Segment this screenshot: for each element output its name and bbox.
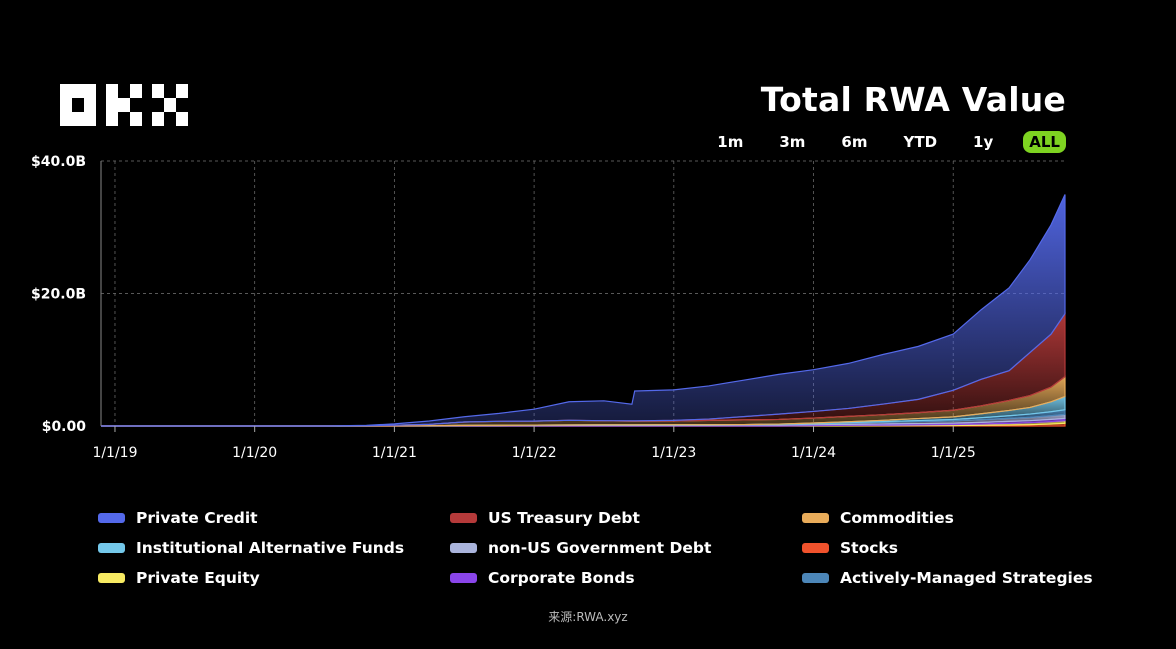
legend-item-us-treasury-debt[interactable]: US Treasury Debt: [450, 506, 802, 529]
range-button-all[interactable]: ALL: [1023, 131, 1066, 153]
y-tick-label: $20.0B: [31, 287, 86, 303]
area-private-credit: [101, 194, 1066, 427]
legend-label: Institutional Alternative Funds: [136, 538, 405, 557]
legend-label: Actively-Managed Strategies: [840, 568, 1093, 587]
range-button-3m[interactable]: 3m: [779, 133, 806, 151]
legend-item-stocks[interactable]: Stocks: [802, 536, 1088, 559]
legend-item-non-us-government-debt[interactable]: non-US Government Debt: [450, 536, 802, 559]
chart-title: Total RWA Value: [760, 80, 1066, 119]
time-range-selector: 1m 3m 6m YTD 1y ALL: [687, 131, 1066, 153]
range-button-1m[interactable]: 1m: [717, 133, 744, 151]
x-tick-label: 1/1/25: [931, 445, 976, 461]
legend-swatch: [450, 572, 477, 583]
legend-label: Private Equity: [136, 568, 260, 587]
legend-label: US Treasury Debt: [488, 508, 640, 527]
range-button-6m[interactable]: 6m: [841, 133, 868, 151]
range-button-ytd[interactable]: YTD: [903, 133, 938, 151]
legend-swatch: [802, 572, 829, 583]
okx-logo: [60, 84, 188, 126]
legend-item-actively-managed-strategies[interactable]: Actively-Managed Strategies: [802, 566, 1093, 589]
legend-item-commodities[interactable]: Commodities: [802, 506, 1088, 529]
source-note: 来源:RWA.xyz: [548, 610, 628, 624]
legend-label: Commodities: [840, 508, 954, 527]
legend-swatch: [98, 542, 125, 553]
legend-item-institutional-alternative-funds[interactable]: Institutional Alternative Funds: [98, 536, 450, 559]
legend-swatch: [98, 512, 125, 523]
legend-item-corporate-bonds[interactable]: Corporate Bonds: [450, 566, 802, 589]
legend-label: non-US Government Debt: [488, 538, 712, 557]
legend-swatch: [98, 572, 125, 583]
range-button-1y[interactable]: 1y: [973, 133, 994, 151]
legend-item-private-equity[interactable]: Private Equity: [98, 566, 450, 589]
y-tick-label: $0.00: [42, 419, 87, 435]
chart-legend: Private Credit US Treasury Debt Commoditie…: [98, 506, 1093, 589]
x-tick-label: 1/1/19: [92, 445, 137, 461]
legend-swatch: [450, 512, 477, 523]
legend-swatch: [802, 512, 829, 523]
x-tick-label: 1/1/22: [512, 445, 557, 461]
y-tick-label: $40.0B: [31, 154, 86, 170]
x-tick-label: 1/1/20: [232, 445, 277, 461]
legend-label: Private Credit: [136, 508, 258, 527]
legend-swatch: [450, 542, 477, 553]
x-tick-label: 1/1/21: [372, 445, 417, 461]
stacked-area-chart: $0.00 $20.0B $40.0B 1/1/19 1/1/20 1/1/21 1/1/2…: [31, 154, 1066, 461]
x-tick-label: 1/1/23: [651, 445, 696, 461]
x-tick-label: 1/1/24: [791, 445, 836, 461]
legend-label: Stocks: [840, 538, 898, 557]
legend-swatch: [802, 542, 829, 553]
legend-item-private-credit[interactable]: Private Credit: [98, 506, 450, 529]
legend-label: Corporate Bonds: [488, 568, 635, 587]
